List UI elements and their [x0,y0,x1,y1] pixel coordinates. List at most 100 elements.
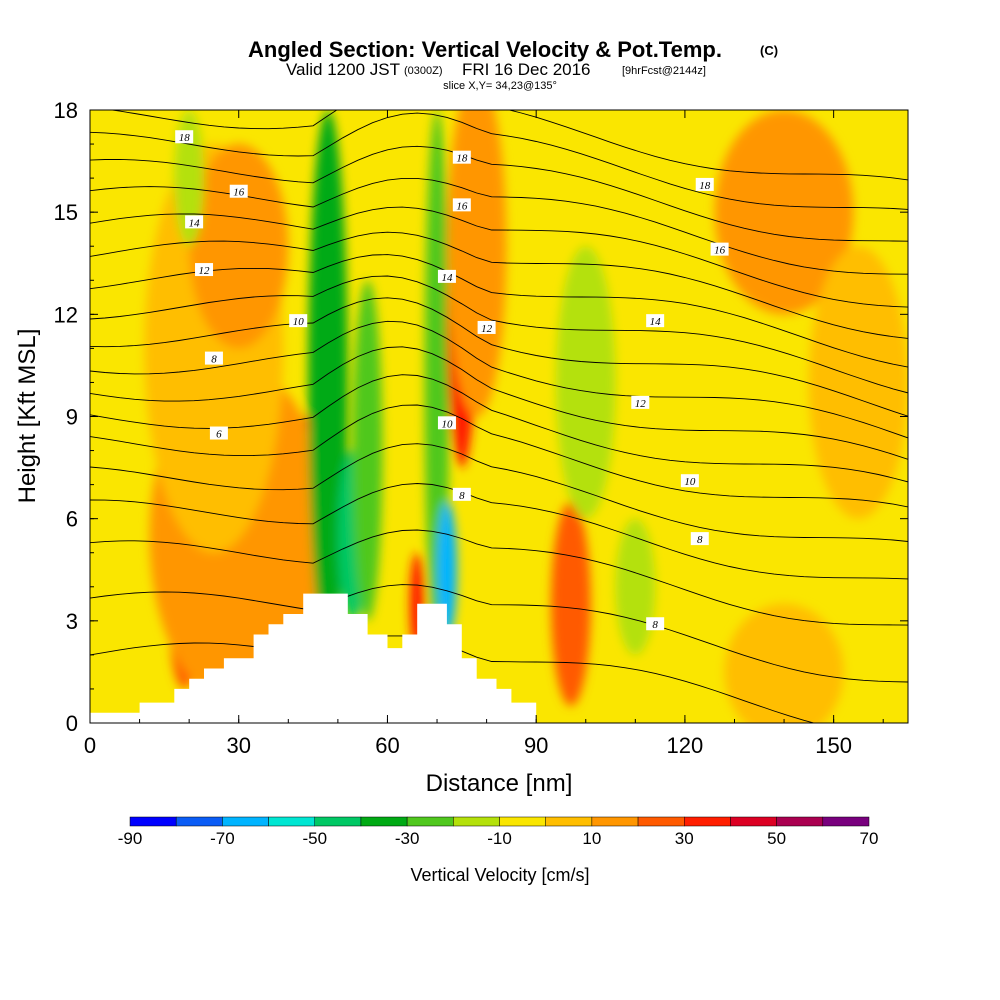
y-axis: 0 3 6 9 12 15 18 [54,98,908,736]
x-tick-label: 0 [84,733,96,758]
contour-label-bg [195,263,214,277]
contour-label-bg [710,242,729,256]
contour-label-bg [204,351,223,365]
theta-contour [90,584,908,683]
valid-time: Valid 1200 JST [286,60,400,79]
y-tick-label: 3 [66,609,78,634]
contour-label: 10 [680,474,699,488]
terrain [90,593,537,723]
contour-label-text: 6 [216,429,222,441]
contour-label-bg [452,198,471,212]
theta-contour [108,110,908,181]
forecast-info: [9hrFcst@2144z] [622,65,706,77]
contour-label: 14 [185,215,204,229]
contour-label-bg [175,130,194,144]
contour-label: 16 [229,184,248,199]
plot-area: 6 8 10 12 14 16 18 18 16 14 12 10 8 18 16 14 12 10 8 8 [90,110,908,723]
valid-date: FRI 16 Dec 2016 [462,60,591,79]
velocity-cell [174,110,205,247]
contour-label-text: 10 [293,316,305,328]
colorbar-swatch [730,816,777,827]
contour-label-bg [452,487,471,501]
contour-label-bg [695,177,714,191]
colorbar-swatch [360,816,408,827]
colorbar-tick-label: -70 [210,829,235,848]
contour-label-text: 14 [189,217,201,229]
velocity-field [144,110,908,723]
colorbar-tick-label: -90 [118,829,143,848]
contour-label-text: 8 [697,534,703,546]
contour-label-text: 16 [714,245,726,257]
x-axis: 0 30 60 90 120 150 [84,110,884,758]
contour-label: 16 [452,198,471,212]
colorbar-swatch [175,816,223,827]
contour-label-bg [209,426,228,440]
contour-label-text: 12 [635,398,647,410]
y-tick-label: 9 [66,405,78,430]
theta-contour [90,443,908,542]
velocity-cell [615,518,656,655]
theta-contour [90,529,908,626]
theta-contour [90,297,908,417]
contour-label: 10 [289,314,308,328]
y-tick-label: 15 [54,200,78,225]
velocity-cell [189,144,289,349]
colorbar-swatch [453,816,500,827]
x-tick-label: 120 [667,733,704,758]
velocity-cell [808,246,908,519]
theta-contour [90,346,908,460]
y-tick-label: 18 [54,98,78,123]
contour-label-bg [437,416,456,430]
copyright-mark: (C) [760,43,778,58]
colorbar-swatch [129,816,177,827]
contour-label-bg [437,269,456,283]
theta-contour [90,112,908,210]
colorbar-swatch [822,816,870,827]
contour-label-bg [477,320,496,334]
contour-label-bg [452,150,471,164]
colorbar-label: Vertical Velocity [cm/s] [410,865,589,885]
theta-contour [90,483,908,580]
contour-label: 14 [646,314,665,328]
velocity-cell [446,110,507,417]
colorbar-swatch [776,816,824,827]
contour-label: 8 [646,617,665,631]
contour-label-text: 12 [199,265,211,277]
contour-label: 12 [631,395,650,410]
contour-label-text: 14 [650,316,662,328]
velocity-cell [551,501,591,706]
colorbar-swatch [406,816,454,827]
colorbar-tick-label: -30 [395,829,420,848]
theta-contours [90,110,908,723]
colorbar-swatch [499,816,546,827]
theta-contour [90,635,816,723]
contour-label-text: 10 [441,418,453,430]
colorbar-swatch [545,816,593,827]
colorbar-tick-label: 30 [675,829,694,848]
theta-contour [90,254,908,368]
contour-label: 8 [204,351,223,366]
y-tick-label: 6 [66,507,78,532]
y-tick-label: 12 [54,302,78,327]
theta-contour [90,231,908,339]
contour-label-text: 18 [456,153,468,165]
contour-label-text: 10 [684,476,696,488]
colorbar-tick-label: -10 [487,829,512,848]
contour-label-text: 18 [179,132,191,144]
contour-label: 8 [690,532,709,546]
contour-label-bg [289,314,308,328]
contour-label-bg [646,314,665,328]
y-axis-label: Height [Kft MSL] [14,329,41,504]
contour-label: 12 [195,263,214,277]
contour-label: 18 [695,177,714,192]
contour-label-bg [646,617,665,631]
velocity-cell [352,280,383,621]
valid-zulu: (0300Z) [404,65,443,77]
theta-contour [90,145,908,242]
contour-label: 8 [452,487,471,502]
contour-label-bg [185,215,204,229]
theta-contour [90,404,908,508]
colorbar: -90 -70 -50 -30 -10 10 30 50 70 [118,816,878,848]
colorbar-tick-label: 50 [767,829,786,848]
x-axis-label: Distance [nm] [426,770,573,797]
